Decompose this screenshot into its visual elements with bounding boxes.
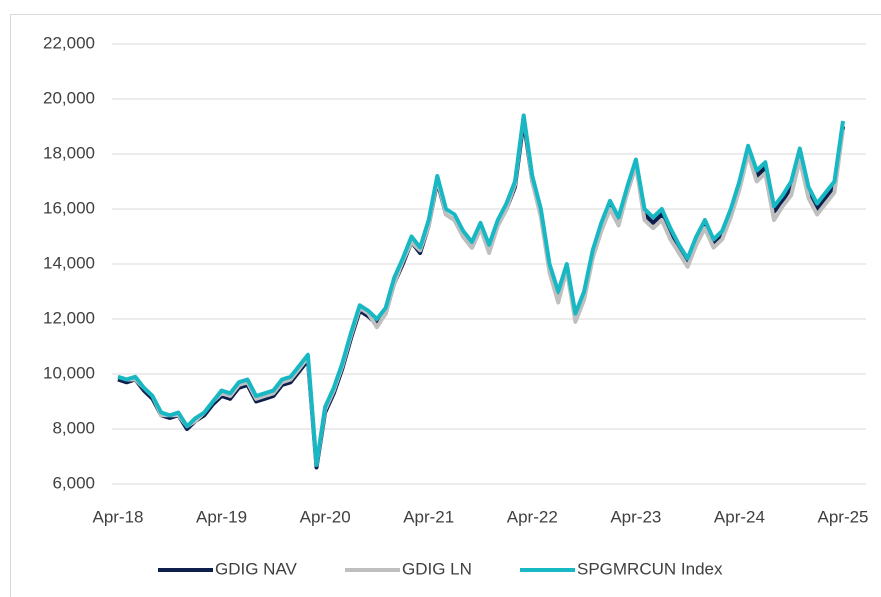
y-tick-label: 8,000 xyxy=(52,418,95,437)
y-tick-label: 16,000 xyxy=(43,198,95,217)
y-tick-label: 22,000 xyxy=(43,33,95,52)
x-tick-label: Apr-23 xyxy=(610,507,661,526)
x-tick-label: Apr-18 xyxy=(92,507,143,526)
y-tick-label: 6,000 xyxy=(52,473,95,492)
x-tick-label: Apr-22 xyxy=(507,507,558,526)
y-tick-label: 12,000 xyxy=(43,308,95,327)
chart-frame xyxy=(10,14,881,597)
series-line xyxy=(117,113,845,467)
legend-label: SPGMRCUN Index xyxy=(577,559,723,578)
x-tick-label: Apr-20 xyxy=(300,507,351,526)
x-tick-label: Apr-25 xyxy=(817,507,868,526)
y-tick-label: 10,000 xyxy=(43,363,95,382)
legend-label: GDIG LN xyxy=(402,559,472,578)
y-tick-label: 14,000 xyxy=(43,253,95,272)
x-tick-label: Apr-24 xyxy=(714,507,765,526)
series-line xyxy=(117,113,845,467)
y-tick-label: 18,000 xyxy=(43,143,95,162)
y-tick-label: 20,000 xyxy=(43,88,95,107)
x-tick-label: Apr-21 xyxy=(403,507,454,526)
legend-label: GDIG NAV xyxy=(215,559,298,578)
series-line xyxy=(117,119,845,470)
x-tick-label: Apr-19 xyxy=(196,507,247,526)
